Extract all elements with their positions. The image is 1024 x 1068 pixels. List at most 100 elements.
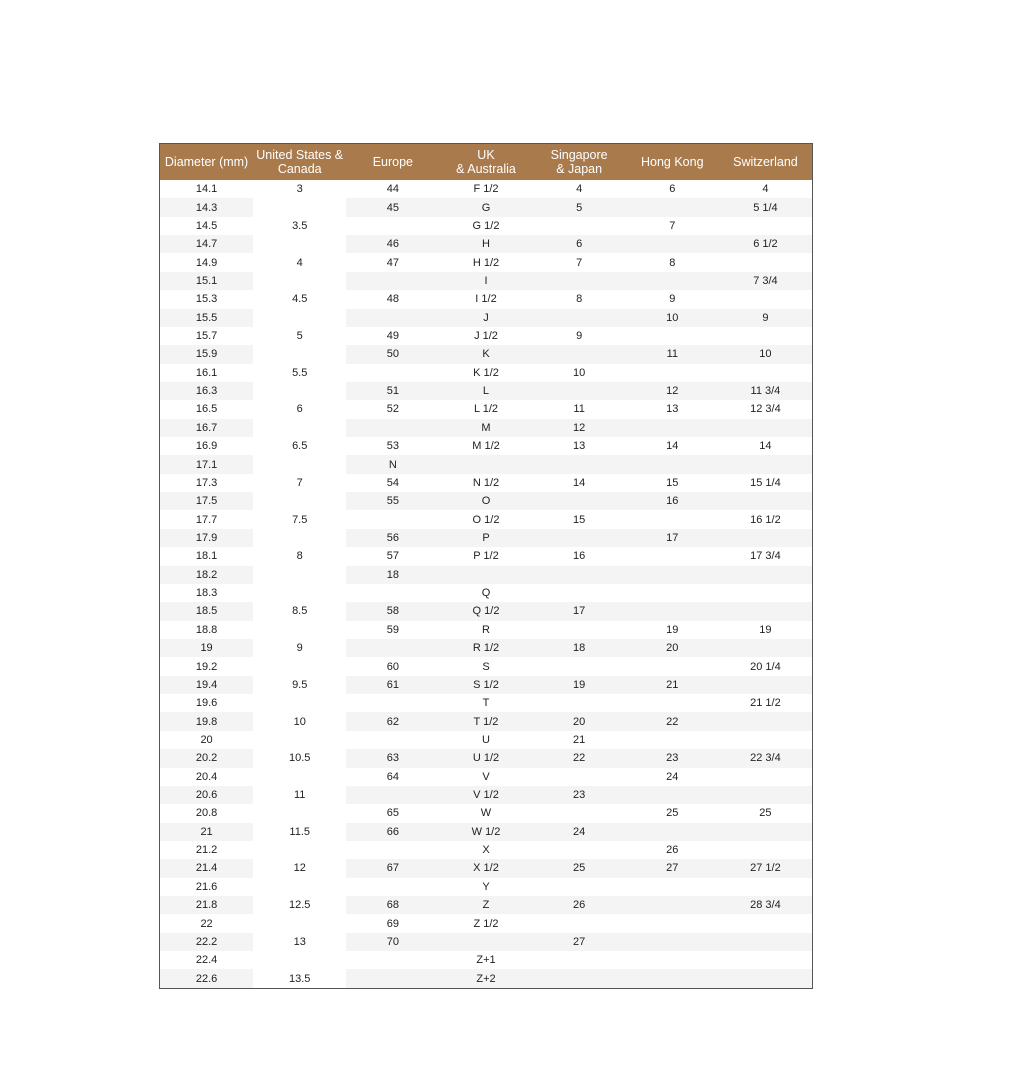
cell-hong-kong: 16 — [625, 492, 719, 511]
cell-us-canada: 8 — [296, 550, 303, 563]
cell-us-canada — [253, 621, 346, 639]
table-row: 22 69 Z 1/2 — [160, 914, 812, 932]
cell-hong-kong — [625, 565, 719, 584]
cell-switzerland — [719, 951, 812, 969]
header-row: Diameter (mm) United States & Canada Europ… — [160, 144, 812, 180]
cell-switzerland — [719, 841, 812, 859]
column-header-europe: Europe — [346, 144, 440, 180]
cell-singapore-japan — [532, 271, 626, 291]
cell-singapore-japan — [532, 308, 626, 327]
cell-diameter: 20 — [200, 733, 213, 746]
cell-us-canada: 4 — [296, 256, 303, 269]
cell-switzerland — [718, 822, 812, 841]
cell-hong-kong — [625, 785, 719, 805]
cell-uk-australia: R 1/2 — [439, 638, 533, 658]
cell-us-canada: 3.5 — [292, 219, 308, 232]
cell-singapore-japan: 22 — [532, 749, 626, 768]
cell-singapore-japan: 14 — [573, 476, 586, 489]
cell-us-canada — [253, 455, 347, 474]
cell-uk-australia: Z — [439, 896, 533, 915]
table-row: 18.3 Q — [160, 584, 812, 602]
cell-switzerland — [719, 364, 812, 382]
cell-us-canada — [253, 235, 347, 254]
cell-singapore-japan — [533, 584, 626, 602]
cell-switzerland — [718, 565, 812, 584]
cell-europe — [346, 217, 439, 235]
cell-us-canada: 12.5 — [253, 896, 347, 915]
cell-us-canada — [253, 584, 346, 602]
cell-singapore-japan: 8 — [576, 293, 583, 306]
cell-switzerland: 4 — [762, 183, 769, 196]
cell-diameter: 19.4 — [160, 675, 254, 695]
cell-switzerland — [719, 253, 812, 271]
cell-hong-kong: 24 — [666, 770, 679, 783]
cell-uk-australia: G — [439, 198, 533, 217]
cell-europe: 60 — [386, 660, 399, 673]
cell-us-canada: 11 — [253, 785, 347, 805]
cell-uk-australia: J 1/2 — [474, 330, 498, 343]
cell-singapore-japan — [533, 914, 626, 932]
cell-hong-kong: 11 — [625, 345, 719, 364]
cell-us-canada: 13 — [253, 932, 347, 952]
cell-singapore-japan: 15 — [573, 513, 586, 526]
cell-europe: 58 — [346, 602, 440, 621]
cell-europe: 50 — [346, 345, 440, 364]
cell-uk-australia: H — [439, 235, 533, 254]
cell-diameter: 22.4 — [195, 954, 218, 967]
cell-uk-australia: T — [482, 697, 490, 710]
cell-diameter: 14.7 — [160, 235, 254, 254]
cell-us-canada — [253, 565, 347, 584]
cell-europe: 44 — [386, 183, 399, 196]
cell-diameter: 21 — [160, 822, 254, 841]
cell-uk-australia: L 1/2 — [473, 403, 499, 416]
cell-switzerland — [718, 602, 812, 621]
cell-uk-australia: X — [482, 844, 490, 857]
cell-diameter: 15.9 — [160, 345, 254, 364]
cell-hong-kong — [626, 914, 719, 932]
cell-diameter: 17.1 — [160, 455, 254, 474]
cell-europe: 59 — [386, 623, 399, 636]
cell-europe: 70 — [346, 932, 440, 952]
cell-hong-kong: 12 — [625, 381, 719, 401]
cell-singapore-japan: 17 — [532, 602, 626, 621]
cell-singapore-japan: 5 — [532, 198, 626, 217]
cell-uk-australia: I 1/2 — [475, 293, 497, 306]
cell-europe: 49 — [386, 330, 399, 343]
cell-singapore-japan: 26 — [532, 896, 626, 915]
cell-hong-kong — [625, 198, 719, 217]
cell-europe — [346, 418, 440, 438]
cell-hong-kong — [626, 951, 719, 969]
cell-switzerland — [718, 418, 812, 438]
cell-europe: 52 — [386, 403, 399, 416]
cell-singapore-japan — [533, 657, 626, 675]
table-row: 15.1 I 7 3/4 — [160, 271, 812, 291]
table-row: 18.1 8 57 P 1/2 16 17 3/4 — [160, 547, 812, 565]
cell-singapore-japan: 7 — [576, 256, 583, 269]
cell-uk-australia: H 1/2 — [472, 256, 500, 269]
cell-us-canada: 8.5 — [253, 602, 347, 621]
column-header-us-canada: United States & Canada — [253, 144, 347, 180]
cell-hong-kong — [626, 547, 719, 565]
cell-switzerland — [719, 731, 812, 749]
cell-uk-australia — [439, 932, 533, 952]
cell-singapore-japan: 25 — [532, 859, 626, 878]
cell-uk-australia: Z+1 — [476, 954, 496, 967]
cell-uk-australia: Y — [482, 880, 490, 893]
table-row: 20.2 10.5 63 U 1/2 22 23 22 3/4 — [160, 749, 812, 768]
cell-singapore-japan — [533, 804, 626, 822]
cell-hong-kong: 22 — [625, 712, 719, 731]
ring-size-table: Diameter (mm) United States & Canada Europ… — [160, 144, 812, 988]
cell-singapore-japan: 24 — [532, 822, 626, 841]
cell-europe — [346, 694, 439, 712]
cell-uk-australia: J — [439, 308, 533, 327]
table-row: 20.4 64 V 24 — [160, 768, 812, 786]
cell-hong-kong: 26 — [666, 844, 679, 857]
table-row: 20 U 21 — [160, 731, 812, 749]
table-row: 16.3 51 L 12 11 3/4 — [160, 381, 812, 401]
cell-diameter: 15.5 — [160, 308, 254, 327]
cell-us-canada — [253, 271, 347, 291]
cell-diameter: 20.2 — [160, 749, 254, 768]
cell-uk-australia: T 1/2 — [439, 712, 533, 731]
cell-europe: 66 — [346, 822, 440, 841]
cell-hong-kong: 6 — [669, 183, 676, 196]
